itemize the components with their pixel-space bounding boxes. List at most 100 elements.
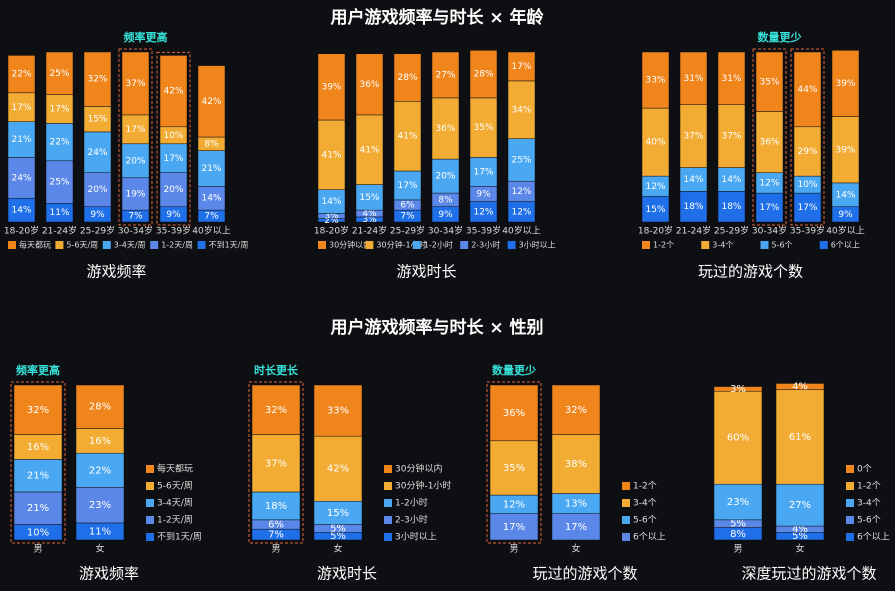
data-label: 15% [645,205,665,215]
bar-segment [7,55,36,94]
data-label: 15% [327,508,349,519]
bar-segment [13,384,63,435]
highlight-box [752,48,787,226]
data-label: 18% [721,202,741,212]
bar-segment [7,157,36,199]
legend-label: 5-6天/周 [66,241,98,250]
bar-segment [197,65,226,138]
bar-segment [45,51,74,95]
legend-label: 3-4个 [712,241,733,250]
data-label: 25% [49,69,69,79]
data-label: 27% [435,70,455,80]
x-tick-label: 21-24岁 [42,225,77,237]
data-label: 36% [759,138,779,148]
x-tick-label: 21-24岁 [352,225,387,237]
x-tick-label: 18-20岁 [638,225,673,237]
data-label: 2% [324,216,339,226]
bar-segment [469,157,498,187]
bar-segment [313,435,363,502]
legend-label: 3-4个 [857,498,881,509]
legend-swatch [846,499,854,507]
data-label: 20% [87,185,107,195]
legend-label: 3-4天/周 [114,241,146,250]
data-label: 3% [362,215,377,225]
legend-swatch [622,482,630,490]
data-label: 5% [730,519,746,530]
data-label: 14% [835,190,855,200]
x-tick-label: 30-34岁 [428,225,463,237]
bar-segment [45,160,74,204]
legend-swatch [384,482,392,490]
x-tick-label: 30-34岁 [752,225,787,237]
legend-swatch [197,241,206,249]
data-label: 5% [792,531,808,542]
legend-swatch [384,516,392,524]
data-label: 11% [49,208,69,218]
data-label: 31% [721,74,741,84]
data-label: 5% [330,523,346,534]
bar-segment [13,491,63,525]
data-label: 42% [201,97,221,107]
data-label: 23% [727,497,749,508]
data-label: 21% [201,164,221,174]
bar-segment [469,97,498,158]
highlight-box [156,51,191,226]
data-label: 28% [397,73,417,83]
legend-swatch [412,241,421,249]
data-label: 42% [163,87,183,97]
data-label: 25% [49,178,69,188]
data-label: 6% [268,520,284,531]
data-label: 11% [89,526,111,537]
bar-segment [159,172,188,207]
legend-swatch [318,241,326,249]
legend-swatch [384,499,392,507]
data-label: 12% [645,182,665,192]
data-label: 10% [797,180,817,190]
chart-title: 游戏频率 [86,263,146,281]
legend-swatch [365,241,374,249]
data-label: 9% [166,210,181,220]
data-label: 20% [435,172,455,182]
bar-segment [469,50,498,99]
highlight-box [486,381,542,544]
data-label: 17% [163,154,183,164]
data-label: 24% [87,148,107,158]
legend-label: 1-2小时 [395,497,428,509]
bar-segment [507,51,536,82]
data-label: 32% [87,75,107,85]
legend-swatch [146,465,154,473]
data-label: 14% [721,175,741,185]
data-label: 32% [265,405,287,416]
bar-segment [775,389,825,485]
bar-segment [45,123,74,162]
bar-segment [713,390,763,485]
data-label: 7% [268,530,284,541]
bar-segment [679,104,708,168]
data-label: 17% [11,103,31,113]
chart-title: 游戏时长 [396,263,456,281]
legend-label: 5-6个 [633,515,657,526]
data-label: 60% [727,433,749,444]
data-label: 4% [362,209,377,219]
bar-segment [393,170,422,201]
x-tick-label: 40岁以上 [826,225,864,237]
bar-segment [251,384,301,435]
legend-swatch [622,516,630,524]
legend-label: 1-2个 [633,481,657,492]
bar-segment [755,111,784,173]
legend-swatch [760,241,769,249]
bar-segment [641,51,670,109]
legend-swatch [460,241,469,249]
legend-label: 30分钟以内 [395,463,442,475]
bar-segment [551,434,601,494]
x-tick-label: 30-34岁 [118,225,153,237]
legend-swatch [146,533,154,541]
section-heading: 用户游戏频率与时长 × 年龄 [330,7,544,28]
data-label: 24% [11,173,31,183]
legend-label: 2-3小时 [395,514,428,526]
data-label: 16% [27,442,49,453]
chart-title: 深度玩过的游戏个数 [741,565,876,583]
annotation: 数量更少 [758,30,802,44]
data-label: 17% [49,104,69,114]
data-label: 21% [11,135,31,145]
